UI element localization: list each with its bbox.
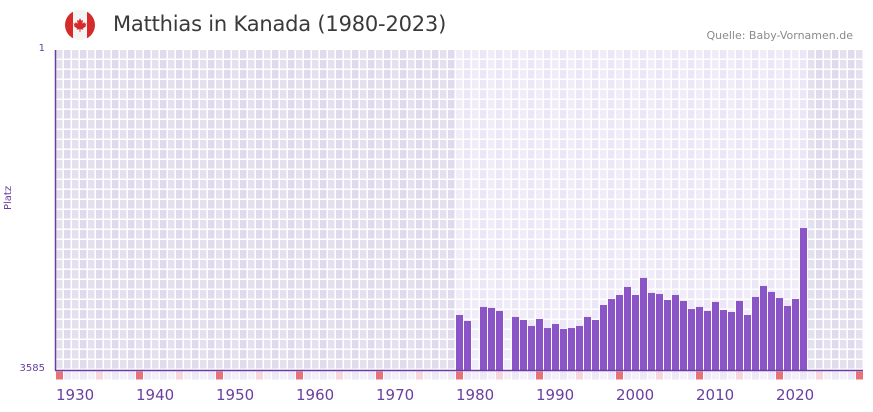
bar-1992 — [552, 324, 559, 370]
bar-1998 — [600, 305, 607, 370]
bar-series — [456, 228, 807, 370]
bar-2001 — [624, 286, 631, 370]
bar-2008 — [680, 300, 687, 370]
y-tick-top: 1 — [38, 43, 45, 54]
bar-2005 — [656, 294, 663, 370]
bar-2020 — [776, 298, 783, 370]
bar-2004 — [648, 292, 655, 370]
bar-2023 — [800, 228, 807, 370]
page-title: Matthias in Kanada (1980-2023) — [113, 12, 447, 36]
bar-1981 — [464, 320, 471, 370]
bar-1983 — [480, 306, 487, 370]
bar-2014 — [728, 311, 735, 370]
bar-1985 — [496, 310, 503, 370]
bar-1980 — [456, 315, 463, 370]
x-tick-1930: 1930 — [56, 386, 95, 404]
x-tick-1980: 1980 — [456, 386, 495, 404]
bar-1999 — [608, 299, 615, 370]
x-tick-1970: 1970 — [376, 386, 415, 404]
year-markers — [56, 371, 863, 380]
bar-1997 — [592, 320, 599, 370]
bar-2022 — [792, 299, 799, 370]
bar-2013 — [720, 310, 727, 370]
bar-1993 — [560, 329, 567, 370]
bar-1995 — [576, 325, 583, 370]
bar-1987 — [512, 316, 519, 370]
bar-2002 — [632, 295, 639, 370]
bar-1991 — [544, 328, 551, 370]
bar-2009 — [688, 309, 695, 370]
bar-2015 — [736, 300, 743, 370]
bar-2021 — [784, 305, 791, 370]
bar-2003 — [640, 277, 647, 370]
x-tick-2010: 2010 — [696, 386, 735, 404]
x-tick-1950: 1950 — [216, 386, 255, 404]
bar-2000 — [616, 295, 623, 370]
bar-2019 — [768, 291, 775, 370]
bar-2010 — [696, 306, 703, 370]
bar-1984 — [488, 307, 495, 370]
bar-1994 — [568, 328, 575, 370]
plot-background-grid — [56, 50, 863, 369]
bar-1996 — [584, 316, 591, 370]
bar-2017 — [752, 296, 759, 370]
source-credit: Quelle: Baby-Vornamen.de — [706, 29, 853, 42]
bar-2006 — [664, 300, 671, 370]
y-tick-bottom: 3585 — [19, 363, 45, 374]
bar-2016 — [744, 315, 751, 370]
canada-flag-icon — [65, 10, 95, 40]
x-tick-1940: 1940 — [136, 386, 175, 404]
x-tick-1990: 1990 — [536, 386, 575, 404]
bar-1988 — [520, 320, 527, 370]
x-tick-2000: 2000 — [616, 386, 655, 404]
y-axis-title: Platz — [3, 185, 14, 210]
bar-2011 — [704, 310, 711, 370]
x-tick-1960: 1960 — [296, 386, 335, 404]
bar-2007 — [672, 295, 679, 370]
bar-2012 — [712, 301, 719, 370]
bar-1989 — [528, 325, 535, 370]
bar-2018 — [760, 285, 767, 370]
x-tick-2020: 2020 — [776, 386, 815, 404]
bar-1990 — [536, 319, 543, 370]
